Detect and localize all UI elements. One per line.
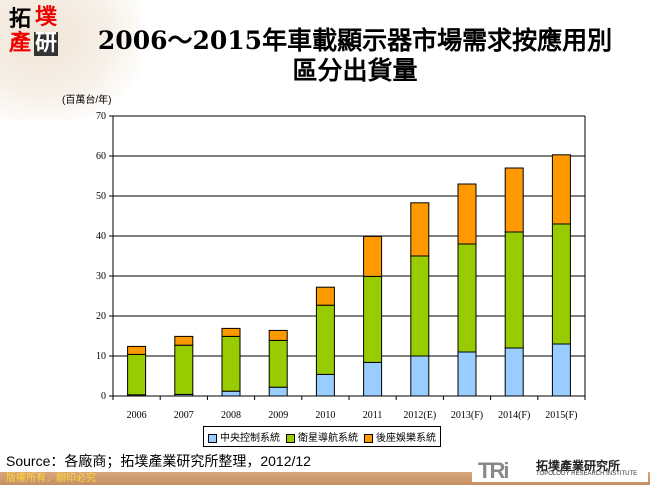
bar-segment <box>410 255 430 357</box>
legend-item: 中央控制系統 <box>208 429 280 444</box>
bar-segment <box>221 327 241 337</box>
y-tick-label: 0 <box>101 391 106 402</box>
bar-segment <box>221 335 241 392</box>
bar-segment <box>127 345 147 355</box>
org-name-en: TOPOLOGY RESEARCH INSTITUTE <box>536 471 638 477</box>
y-tick-label: 70 <box>96 111 106 122</box>
legend-swatch <box>364 433 373 443</box>
logo-char: 產 <box>8 31 31 56</box>
bar-segment <box>174 335 194 346</box>
y-tick-label: 50 <box>96 191 106 202</box>
y-unit-label: (百萬台/年) <box>62 95 112 106</box>
logo: 拓 墣 產 研 <box>8 6 60 56</box>
bar-segment <box>504 347 524 397</box>
title-line-2: 區分出貨量 <box>292 56 418 85</box>
bar-segment <box>410 355 430 397</box>
logo-char: 拓 <box>8 7 31 32</box>
bar-segment <box>268 329 288 341</box>
bar-segment <box>457 351 477 397</box>
legend-label: 中央控制系統 <box>220 433 280 444</box>
x-tick-label: 2014(F) <box>498 410 530 421</box>
bar-segment <box>410 202 430 257</box>
bar-segment <box>174 344 194 395</box>
page-title: 2006～2015年車載顯示器市場需求按應用別 區分出貨量 <box>60 26 650 86</box>
legend-swatch <box>286 433 295 443</box>
source-note: Source：各廠商；拓墣產業研究所整理，2012/12 <box>6 453 311 469</box>
bar-segment <box>457 183 477 245</box>
bar-segment <box>551 343 571 397</box>
x-tick-label: 2008 <box>221 410 241 421</box>
org-logo: TRi 拓墣產業研究所 TOPOLOGY RESEARCH INSTITUTE <box>472 456 648 483</box>
bar-segment <box>363 361 383 397</box>
y-tick-label: 60 <box>96 151 106 162</box>
bar-segment <box>457 243 477 353</box>
bar-segment <box>221 390 241 397</box>
legend-swatch <box>208 433 217 443</box>
bar-segment <box>315 286 335 306</box>
bar-segment <box>268 386 288 397</box>
org-abbr: TRi <box>478 458 509 483</box>
y-tick-label: 20 <box>96 311 106 322</box>
bar-segment <box>363 235 383 277</box>
x-tick-label: 2015(F) <box>545 410 577 421</box>
legend-item: 後座娛樂系統 <box>364 429 436 444</box>
x-tick-label: 2007 <box>174 410 194 421</box>
bar-segment <box>127 353 147 396</box>
bar-segment <box>363 275 383 363</box>
bar-segment <box>551 154 571 225</box>
title-line-1: 2006～2015年車載顯示器市場需求按應用別 <box>97 26 613 55</box>
legend-label: 衛星導航系統 <box>298 433 358 444</box>
x-tick-label: 2006 <box>127 410 147 421</box>
legend-item: 衛星導航系統 <box>286 429 358 444</box>
background-map <box>0 0 140 120</box>
x-tick-label: 2011 <box>363 410 383 421</box>
bar-segment <box>315 373 335 397</box>
y-tick-label: 10 <box>96 351 106 362</box>
bar-segment <box>504 231 524 349</box>
logo-char: 研 <box>34 31 58 56</box>
copyright-text: 版權所有．翻印必究 <box>6 473 96 484</box>
bar-segment <box>268 339 288 388</box>
bar-segment <box>504 167 524 233</box>
x-tick-label: 2010 <box>315 410 335 421</box>
legend: 中央控制系統 衛星導航系統 後座娛樂系統 <box>203 426 441 447</box>
org-name: 拓墣產業研究所 <box>536 459 621 473</box>
bar-segment <box>315 304 335 375</box>
y-tick-label: 40 <box>96 231 106 242</box>
legend-label: 後座娛樂系統 <box>376 433 436 444</box>
x-tick-label: 2013(F) <box>451 410 483 421</box>
logo-char: 墣 <box>34 5 57 30</box>
x-tick-label: 2009 <box>268 410 288 421</box>
x-tick-label: 2012(E) <box>403 410 436 421</box>
y-tick-label: 30 <box>96 271 106 282</box>
bar-segment <box>551 223 571 345</box>
